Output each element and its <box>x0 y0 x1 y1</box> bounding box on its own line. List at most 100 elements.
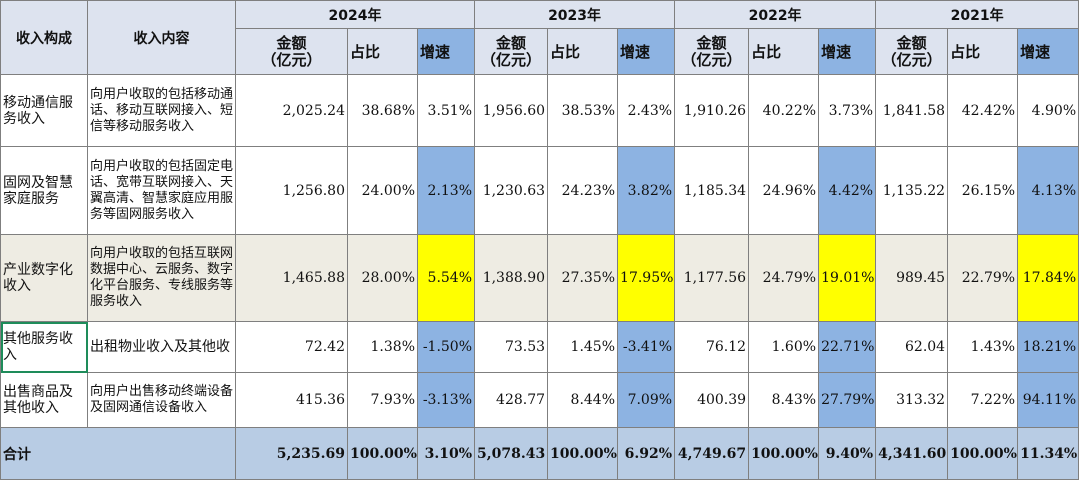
amount-cell[interactable]: 1,185.34 <box>674 146 750 235</box>
amount-cell[interactable]: 62.04 <box>875 321 949 373</box>
header-year-2023: 2023年 <box>474 0 676 29</box>
total-growth-cell[interactable]: 6.92% <box>617 427 676 480</box>
amount-cell[interactable]: 1,841.58 <box>875 74 949 147</box>
subheader-growth: 增速 <box>818 28 877 75</box>
share-cell[interactable]: 38.53% <box>547 74 619 147</box>
subheader-amount: 金额 （亿元） <box>235 28 348 75</box>
share-cell[interactable]: 7.93% <box>347 372 418 428</box>
total-label[interactable]: 合计 <box>0 427 236 480</box>
subheader-amount: 金额 （亿元） <box>674 28 750 75</box>
share-cell[interactable]: 24.79% <box>748 234 820 322</box>
share-cell[interactable]: 22.79% <box>947 234 1019 322</box>
growth-cell[interactable]: 4.13% <box>1017 146 1080 235</box>
amount-cell[interactable]: 313.32 <box>875 372 949 428</box>
subheader-amount: 金额 （亿元） <box>875 28 949 75</box>
growth-cell[interactable]: 19.01% <box>818 234 877 322</box>
share-cell[interactable]: 7.22% <box>947 372 1019 428</box>
growth-cell[interactable]: -1.50% <box>416 321 476 373</box>
subheader-growth: 增速 <box>416 28 476 75</box>
total-growth-cell[interactable]: 9.40% <box>818 427 877 480</box>
total-amount-cell[interactable]: 4,341.60 <box>875 427 949 480</box>
category-cell[interactable]: 移动通信服务收入 <box>0 74 88 147</box>
growth-cell[interactable]: 7.09% <box>617 372 676 428</box>
growth-cell[interactable]: 5.54% <box>416 234 476 322</box>
category-cell-selected[interactable]: 其他服务收入 <box>0 321 88 373</box>
amount-cell[interactable]: 76.12 <box>674 321 750 373</box>
table-row: 产业数字化收入 向用户收取的包括互联网数据中心、云服务、数字化平台服务、专线服务… <box>0 234 1080 322</box>
amount-cell[interactable]: 400.39 <box>674 372 750 428</box>
share-cell[interactable]: 28.00% <box>347 234 418 322</box>
subheader-share: 占比 <box>947 28 1019 75</box>
subheader-growth: 增速 <box>617 28 676 75</box>
share-cell[interactable]: 1.45% <box>547 321 619 373</box>
share-cell[interactable]: 24.23% <box>547 146 619 235</box>
share-cell[interactable]: 1.38% <box>347 321 418 373</box>
growth-cell[interactable]: 4.42% <box>818 146 877 235</box>
amount-cell[interactable]: 1,388.90 <box>474 234 549 322</box>
amount-cell[interactable]: 73.53 <box>474 321 549 373</box>
category-cell[interactable]: 产业数字化收入 <box>0 234 88 322</box>
growth-cell[interactable]: -3.13% <box>416 372 476 428</box>
content-cell[interactable]: 出租物业收入及其他收 <box>87 321 236 373</box>
category-cell[interactable]: 出售商品及其他收入 <box>0 372 88 428</box>
amount-cell[interactable]: 989.45 <box>875 234 949 322</box>
total-growth-cell[interactable]: 3.10% <box>416 427 476 480</box>
total-amount-cell[interactable]: 4,749.67 <box>674 427 750 480</box>
content-cell[interactable]: 向用户收取的包括互联网数据中心、云服务、数字化平台服务、专线服务等服务收入 <box>87 234 236 322</box>
total-share-cell[interactable]: 100.00% <box>547 427 619 480</box>
share-cell[interactable]: 1.43% <box>947 321 1019 373</box>
share-cell[interactable]: 1.60% <box>748 321 820 373</box>
total-growth-cell[interactable]: 11.34% <box>1017 427 1080 480</box>
growth-cell[interactable]: 17.84% <box>1017 234 1080 322</box>
growth-cell[interactable]: 27.79% <box>818 372 877 428</box>
subheader-growth: 增速 <box>1017 28 1080 75</box>
growth-cell[interactable]: -3.41% <box>617 321 676 373</box>
table-row: 出售商品及其他收入 向用户出售移动终端设备及固网通信设备收入 415.36 7.… <box>0 372 1080 428</box>
share-cell[interactable]: 24.00% <box>347 146 418 235</box>
header-year-2021: 2021年 <box>875 0 1080 29</box>
amount-cell[interactable]: 415.36 <box>235 372 348 428</box>
amount-cell[interactable]: 1,177.56 <box>674 234 750 322</box>
growth-cell[interactable]: 2.43% <box>617 74 676 147</box>
total-amount-cell[interactable]: 5,078.43 <box>474 427 549 480</box>
content-cell[interactable]: 向用户收取的包括移动通话、移动互联网接入、短信等移动服务收入 <box>87 74 236 147</box>
share-cell[interactable]: 24.96% <box>748 146 820 235</box>
content-cell[interactable]: 向用户出售移动终端设备及固网通信设备收入 <box>87 372 236 428</box>
growth-cell[interactable]: 17.95% <box>617 234 676 322</box>
growth-cell[interactable]: 2.13% <box>416 146 476 235</box>
amount-cell[interactable]: 1,910.26 <box>674 74 750 147</box>
growth-cell[interactable]: 18.21% <box>1017 321 1080 373</box>
total-share-cell[interactable]: 100.00% <box>748 427 820 480</box>
growth-cell[interactable]: 4.90% <box>1017 74 1080 147</box>
amount-cell[interactable]: 2,025.24 <box>235 74 348 147</box>
header-category: 收入构成 <box>0 0 88 75</box>
total-amount-cell[interactable]: 5,235.69 <box>235 427 348 480</box>
amount-cell[interactable]: 1,256.80 <box>235 146 348 235</box>
amount-cell[interactable]: 1,465.88 <box>235 234 348 322</box>
subheader-share: 占比 <box>347 28 418 75</box>
growth-cell[interactable]: 3.51% <box>416 74 476 147</box>
share-cell[interactable]: 26.15% <box>947 146 1019 235</box>
share-cell[interactable]: 8.44% <box>547 372 619 428</box>
table-row: 其他服务收入 出租物业收入及其他收 72.42 1.38% -1.50% 73.… <box>0 321 1080 373</box>
growth-cell[interactable]: 3.73% <box>818 74 877 147</box>
share-cell[interactable]: 40.22% <box>748 74 820 147</box>
amount-cell[interactable]: 1,135.22 <box>875 146 949 235</box>
growth-cell[interactable]: 94.11% <box>1017 372 1080 428</box>
total-share-cell[interactable]: 100.00% <box>347 427 418 480</box>
total-share-cell[interactable]: 100.00% <box>947 427 1019 480</box>
growth-cell[interactable]: 22.71% <box>818 321 877 373</box>
share-cell[interactable]: 38.68% <box>347 74 418 147</box>
share-cell[interactable]: 42.42% <box>947 74 1019 147</box>
growth-cell[interactable]: 3.82% <box>617 146 676 235</box>
amount-cell[interactable]: 428.77 <box>474 372 549 428</box>
content-cell[interactable]: 向用户收取的包括固定电话、宽带互联网接入、天翼高清、智慧家庭应用服务等固网服务收… <box>87 146 236 235</box>
amount-cell[interactable]: 1,956.60 <box>474 74 549 147</box>
category-cell[interactable]: 固网及智慧家庭服务 <box>0 146 88 235</box>
share-cell[interactable]: 8.43% <box>748 372 820 428</box>
amount-cell[interactable]: 72.42 <box>235 321 348 373</box>
header-content: 收入内容 <box>87 0 236 75</box>
share-cell[interactable]: 27.35% <box>547 234 619 322</box>
amount-cell[interactable]: 1,230.63 <box>474 146 549 235</box>
